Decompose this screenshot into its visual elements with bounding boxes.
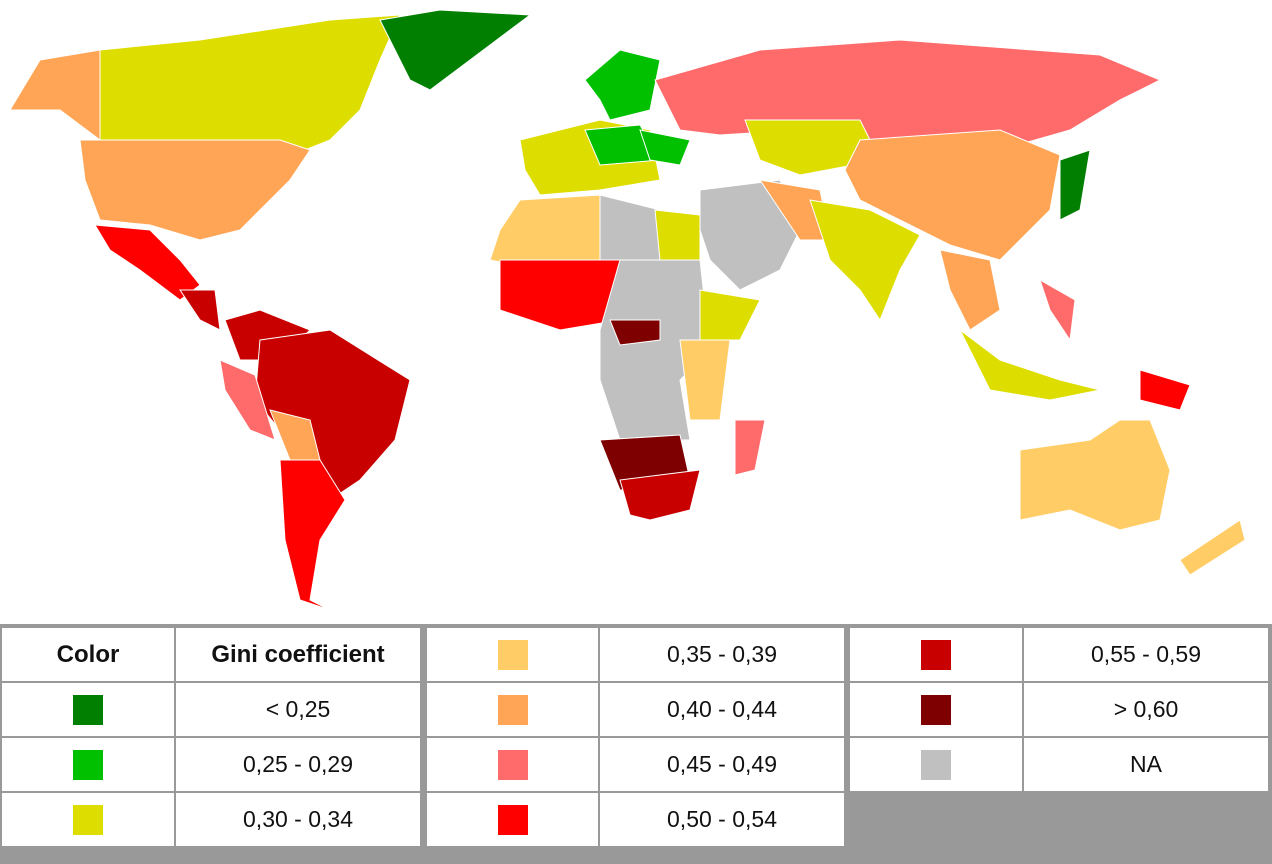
region-japan: [1059, 149, 1091, 221]
north-america: [9, 9, 532, 331]
legend-header-gini: Gini coefficient: [176, 628, 420, 681]
legend-label: < 0,25: [176, 683, 420, 736]
legend-swatch: [73, 804, 103, 835]
legend-swatch: [921, 694, 951, 725]
region-ethiopia: [699, 289, 761, 341]
legend-row: 0,55 - 0,59: [850, 628, 1268, 681]
legend-label: 0,25 - 0,29: [176, 738, 420, 791]
region-philippines: [1039, 278, 1076, 342]
legend-header-color: Color: [2, 628, 174, 681]
legend-swatch: [497, 639, 528, 670]
legend-row: 0,25 - 0,29: [2, 738, 420, 791]
legend-row: NA: [850, 738, 1268, 791]
legend-row: 0,30 - 0,34: [2, 793, 420, 846]
region-indonesia: [959, 329, 1101, 401]
region-usa: [79, 139, 311, 241]
legend-table-2: 0,35 - 0,39 0,40 - 0,44 0,45 - 0,49 0,50…: [425, 626, 846, 848]
region-china: [844, 129, 1061, 261]
legend-swatch: [921, 749, 951, 780]
region-southeast-asia: [939, 249, 1001, 331]
region-scandinavia: [584, 49, 661, 121]
region-ukraine: [639, 129, 691, 166]
region-egypt: [654, 209, 701, 261]
legend-row: 0,50 - 0,54: [427, 793, 844, 846]
legend-row: 0,40 - 0,44: [427, 683, 844, 736]
region-south-africa: [619, 469, 701, 521]
legend-label: 0,50 - 0,54: [600, 793, 844, 846]
region-india: [809, 199, 921, 322]
legend-row: > 0,60: [850, 683, 1268, 736]
legend-label: 0,40 - 0,44: [600, 683, 844, 736]
region-greenland: [379, 9, 532, 91]
asia: [699, 119, 1191, 411]
region-central-africa: [599, 259, 711, 441]
legend-label: 0,35 - 0,39: [600, 628, 844, 681]
legend-swatch: [73, 694, 103, 725]
region-papua-new-guinea: [1139, 369, 1191, 411]
legend-label: 0,55 - 0,59: [1024, 628, 1268, 681]
legend-label: 0,45 - 0,49: [600, 738, 844, 791]
region-libya: [599, 194, 661, 271]
legend-swatch: [497, 694, 528, 725]
region-central-african-republic: [609, 319, 661, 346]
legend-table-3: 0,55 - 0,59 > 0,60 NA: [848, 626, 1270, 793]
legend-row: < 0,25: [2, 683, 420, 736]
legend-row: 0,35 - 0,39: [427, 628, 844, 681]
legend-swatch: [497, 804, 528, 835]
region-north-africa: [489, 194, 601, 271]
region-canada: [99, 14, 401, 161]
region-peru: [219, 359, 276, 441]
region-west-africa: [499, 259, 621, 331]
region-argentina-chile: [279, 459, 346, 611]
legend-swatch: [73, 749, 103, 780]
legend-table-1: Color Gini coefficient < 0,25 0,25 - 0,2…: [0, 626, 422, 848]
region-alaska: [9, 49, 101, 141]
legend-label: 0,30 - 0,34: [176, 793, 420, 846]
region-new-zealand: [1179, 519, 1246, 576]
africa: [489, 194, 766, 521]
south-america: [219, 309, 411, 611]
world-gini-map: [9, 9, 1246, 611]
region-russia: [654, 39, 1162, 151]
legend-swatch: [497, 749, 528, 780]
region-australia: [1019, 419, 1171, 531]
legend-label: NA: [1024, 738, 1268, 791]
legend-swatch: [921, 639, 951, 670]
region-central-america: [179, 289, 221, 331]
legend-label: > 0,60: [1024, 683, 1268, 736]
legend-header-row: Color Gini coefficient: [2, 628, 420, 681]
oceania: [1019, 419, 1246, 576]
legend-row: 0,45 - 0,49: [427, 738, 844, 791]
region-madagascar: [734, 419, 766, 476]
region-kazakhstan: [744, 119, 881, 176]
region-east-africa: [679, 339, 731, 421]
region-mexico: [94, 224, 201, 301]
